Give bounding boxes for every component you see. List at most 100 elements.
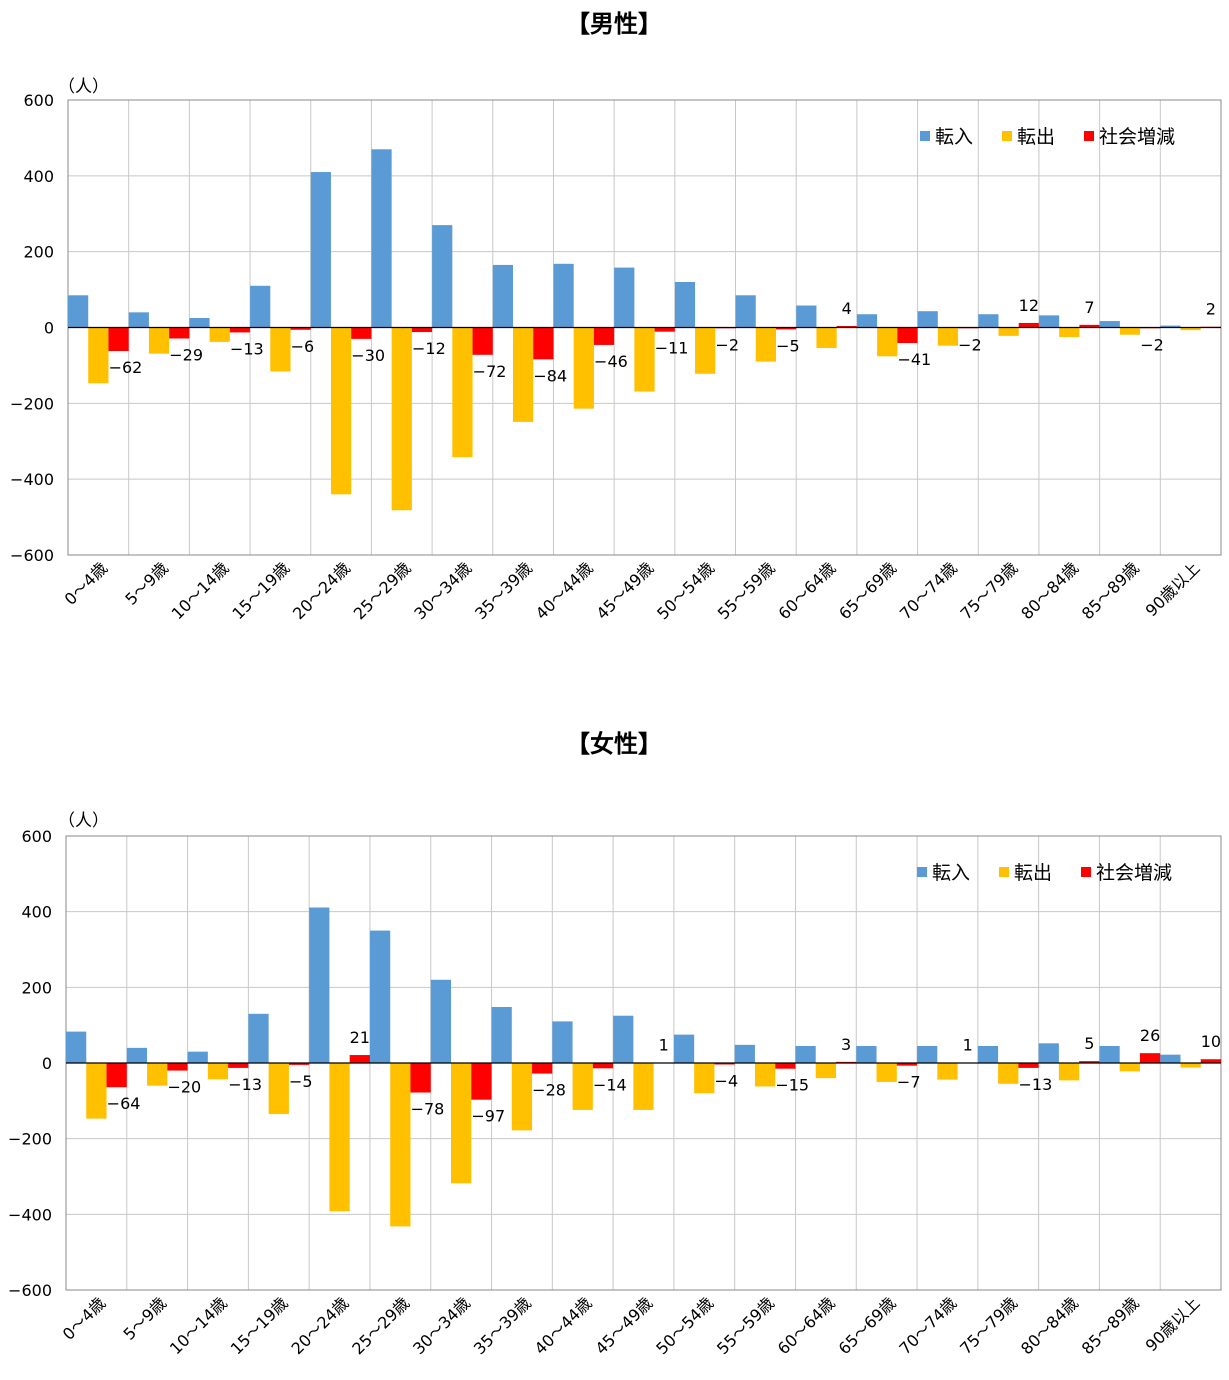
male-bar-tenshutsu — [391, 327, 412, 511]
female-data-label: −20 — [167, 1078, 201, 1097]
female-y-tick-label: −600 — [8, 1281, 52, 1300]
female-x-tick-label: 25～29歳 — [348, 1293, 413, 1358]
male-bar-tenshutsu — [634, 327, 655, 392]
male-bar-tennyu — [68, 295, 89, 328]
female-data-label: −13 — [228, 1075, 262, 1094]
male-bar-shakai — [897, 327, 918, 344]
female-legend-label-tenshutsu: 転出 — [1014, 862, 1052, 884]
male-bar-tennyu — [432, 225, 453, 328]
female-data-label: 26 — [1140, 1026, 1160, 1045]
female-x-tick-label: 85～89歳 — [1078, 1293, 1143, 1358]
male-bar-shakai — [169, 327, 190, 339]
female-bar-tennyu — [1099, 1045, 1120, 1063]
male-x-tick-label: 0～4歳 — [61, 558, 111, 608]
male-bar-tennyu — [1099, 321, 1120, 328]
female-y-tick-label: 400 — [21, 903, 52, 922]
female-bar-tenshutsu — [572, 1063, 593, 1110]
female-bar-shakai — [1079, 1061, 1100, 1063]
male-bar-shakai — [1079, 324, 1100, 328]
male-x-tick-label: 20～24歳 — [289, 558, 354, 623]
female-data-label: −4 — [715, 1072, 739, 1091]
female-bar-tenshutsu — [268, 1063, 289, 1115]
male-bar-tenshutsu — [1059, 327, 1080, 337]
female-bar-tennyu — [187, 1051, 208, 1063]
female-data-label: 3 — [841, 1035, 851, 1054]
female-bar-tenshutsu — [754, 1063, 776, 1087]
male-legend-swatch-shakai — [1084, 131, 1094, 141]
female-bar-tenshutsu — [207, 1063, 229, 1080]
male-bar-tennyu — [189, 318, 210, 328]
female-bar-tennyu — [309, 907, 330, 1063]
female-bar-tennyu — [977, 1045, 999, 1063]
female-legend-swatch-shakai — [1081, 867, 1091, 877]
male-bar-tenshutsu — [209, 327, 230, 342]
female-x-tick-label: 90歳以上 — [1142, 1293, 1204, 1355]
male-data-label: −46 — [594, 352, 628, 371]
female-bar-tennyu — [856, 1045, 877, 1063]
female-data-label: −28 — [532, 1081, 566, 1100]
male-y-tick-label: 600 — [23, 91, 54, 110]
male-data-label: −11 — [655, 339, 689, 358]
male-y-tick-label: 200 — [23, 243, 54, 262]
female-bar-shakai — [471, 1063, 492, 1100]
male-bar-tenshutsu — [937, 327, 959, 346]
female-bar-shakai — [228, 1063, 249, 1068]
female-y-tick-label: 600 — [21, 827, 52, 846]
male-bar-tennyu — [796, 305, 817, 328]
female-bar-tennyu — [66, 1031, 87, 1063]
male-bar-tenshutsu — [877, 327, 898, 357]
female-data-label: 1 — [659, 1036, 669, 1055]
male-data-label: −13 — [230, 339, 264, 358]
female-bar-tennyu — [248, 1013, 269, 1063]
male-bar-shakai — [533, 327, 554, 360]
male-bar-tennyu — [856, 314, 878, 328]
male-bar-tenshutsu — [452, 327, 473, 458]
female-y-tick-label: 0 — [42, 1054, 52, 1073]
female-chart-title: 【女性】 — [566, 730, 662, 758]
male-bar-tenshutsu — [695, 327, 716, 374]
female-bar-tennyu — [552, 1021, 573, 1063]
female-bar-tennyu — [917, 1045, 938, 1063]
male-bar-shakai — [472, 327, 493, 355]
male-bar-shakai — [654, 327, 675, 332]
female-x-tick-label: 70～74歳 — [895, 1293, 960, 1358]
male-bar-tenshutsu — [88, 327, 109, 384]
male-bar-tennyu — [614, 267, 635, 328]
male-y-tick-label: −600 — [10, 546, 54, 565]
female-legend-swatch-tennyu — [917, 867, 927, 877]
female-x-tick-label: 20～24歳 — [288, 1293, 353, 1358]
female-bar-tennyu — [430, 979, 451, 1063]
male-data-label: 2 — [1206, 300, 1216, 319]
female-bar-tenshutsu — [86, 1063, 107, 1119]
female-legend: 転入 転出 社会増減 — [917, 862, 1172, 884]
male-data-label: −2 — [715, 335, 739, 354]
male-x-tick-label: 85～89歳 — [1078, 558, 1143, 623]
male-y-tick-label: 0 — [44, 319, 54, 338]
female-x-tick-label: 40～44歳 — [531, 1293, 596, 1358]
male-bar-tennyu — [492, 264, 514, 328]
female-bar-tenshutsu — [633, 1063, 654, 1110]
female-x-tick-label: 15～19歳 — [227, 1293, 292, 1358]
female-bar-shakai — [106, 1063, 127, 1088]
female-x-tick-label: 80～84歳 — [1017, 1293, 1082, 1358]
male-chart-title: 【男性】 — [566, 10, 662, 38]
female-data-label: −13 — [1019, 1075, 1053, 1094]
female-bar-tennyu — [1160, 1054, 1181, 1063]
male-bar-tenshutsu — [330, 327, 352, 495]
female-bar-shakai — [410, 1063, 431, 1093]
female-bar-tenshutsu — [390, 1063, 411, 1227]
male-x-tick-label: 55～59歳 — [714, 558, 779, 623]
female-bar-tenshutsu — [1180, 1063, 1201, 1068]
male-bar-shakai — [836, 325, 857, 328]
male-x-tick-label: 90歳以上 — [1142, 558, 1204, 620]
male-x-tick-label: 40～44歳 — [532, 558, 597, 623]
female-x-tick-label: 35～39歳 — [470, 1293, 535, 1358]
female-bar-tenshutsu — [1058, 1063, 1080, 1081]
female-bar-shakai — [1018, 1063, 1039, 1068]
female-bar-tennyu — [613, 1015, 634, 1063]
female-bar-tennyu — [491, 1007, 512, 1063]
female-data-label: 1 — [963, 1036, 973, 1055]
female-bar-shakai — [592, 1063, 614, 1069]
